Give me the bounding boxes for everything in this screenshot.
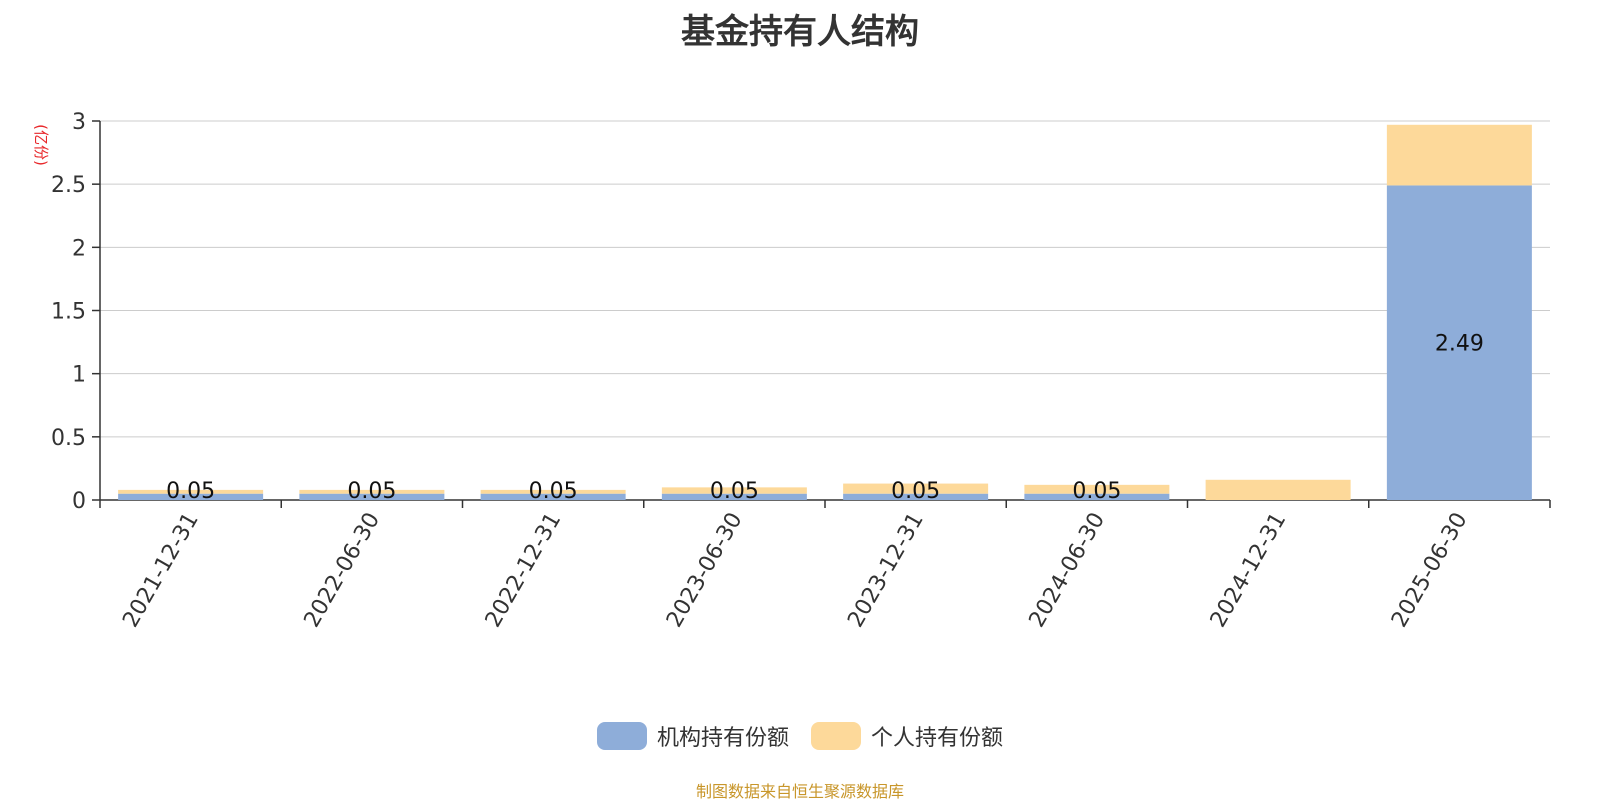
y-tick-label: 1.5	[51, 300, 86, 325]
bar-individual	[1386, 124, 1532, 186]
y-axis-unit-label: (亿份)	[32, 124, 50, 166]
bar-institutional	[843, 493, 989, 500]
bar-institutional	[480, 493, 626, 500]
data-label-institutional: 0.05	[1072, 479, 1121, 504]
y-tick-label: 0.5	[51, 426, 86, 451]
y-tick-label: 2.5	[51, 173, 86, 198]
x-tick-label: 2022-12-31	[481, 509, 567, 632]
data-label-institutional: 0.05	[347, 479, 396, 504]
data-label-institutional: 2.49	[1435, 332, 1484, 357]
chart-title: 基金持有人结构	[681, 12, 919, 52]
y-tick-label: 0	[72, 489, 86, 514]
data-label-institutional: 0.05	[710, 479, 759, 504]
x-tick-label: 2021-12-31	[118, 509, 204, 632]
bar-individual	[1024, 484, 1170, 494]
x-tick-label: 2024-06-30	[1024, 509, 1110, 632]
legend: 机构持有份额 个人持有份额	[0, 720, 1600, 752]
legend-label-individual: 个人持有份额	[871, 726, 1004, 751]
x-tick-label: 2022-06-30	[299, 509, 385, 632]
x-tick-label: 2024-12-31	[1206, 509, 1292, 632]
data-source-note: 制图数据来自恒生聚源数据库	[695, 782, 904, 801]
bar-institutional	[299, 493, 445, 500]
bar-individual	[843, 483, 989, 494]
legend-swatch-institutional	[596, 722, 647, 750]
data-label-institutional: 0.05	[529, 479, 578, 504]
bar-institutional	[1024, 493, 1170, 500]
bar-individual	[480, 489, 626, 494]
legend-label-institutional: 机构持有份额	[656, 726, 789, 751]
data-label-institutional: 0.05	[166, 479, 215, 504]
y-tick-label: 3	[72, 110, 86, 135]
bar-institutional	[118, 493, 264, 500]
x-tick-label: 2025-06-30	[1387, 509, 1473, 632]
legend-item-individual[interactable]: 个人持有份额	[811, 720, 1003, 752]
y-tick-label: 2	[72, 236, 86, 261]
x-tick-label: 2023-06-30	[662, 509, 748, 632]
bar-institutional	[661, 493, 807, 500]
legend-item-institutional[interactable]: 机构持有份额	[596, 720, 789, 752]
bar-individual	[1205, 479, 1351, 500]
y-tick-label: 1	[72, 363, 86, 388]
bar-individual	[118, 489, 264, 494]
bar-institutional	[1386, 185, 1532, 500]
data-label-institutional: 0.05	[891, 479, 940, 504]
bar-individual	[299, 489, 445, 494]
x-tick-label: 2023-12-31	[843, 509, 929, 632]
legend-swatch-individual	[811, 722, 861, 750]
bar-individual	[661, 487, 807, 494]
